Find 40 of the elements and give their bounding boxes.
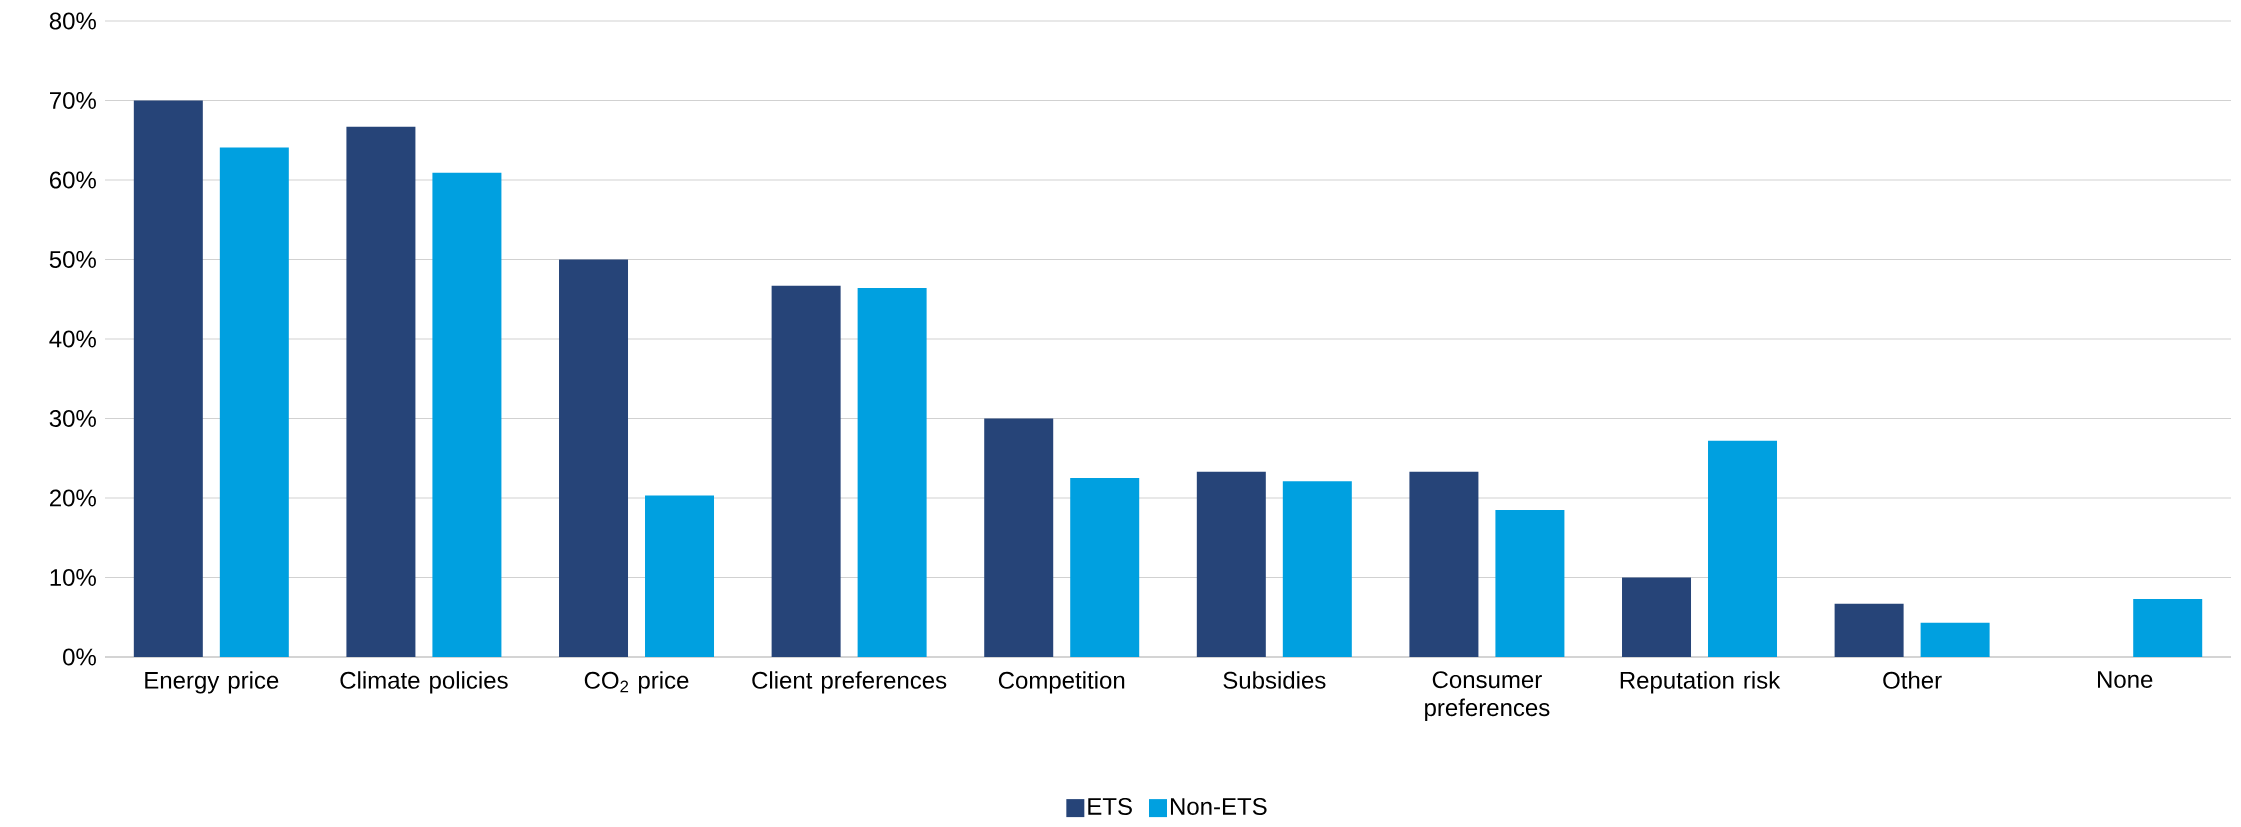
bar [2133, 598, 2203, 657]
y-tick-label: 40% [49, 330, 96, 348]
x-tick-label: Competition [998, 671, 1125, 694]
bar [346, 126, 416, 657]
bar [1070, 478, 1140, 657]
y-tick-label: 30% [49, 410, 96, 427]
x-tick-label: Client preferences [752, 671, 947, 694]
bar [1622, 577, 1692, 657]
bar [771, 285, 841, 657]
y-tick-label: 10% [50, 569, 96, 586]
bar [1708, 440, 1778, 657]
legend-label: ETS [1088, 797, 1132, 815]
bar [432, 172, 502, 657]
legend-label: Non-ETS [1170, 797, 1267, 815]
x-tick-label: CO$_{2}$ price [584, 671, 689, 694]
x-tick-label: Other [1883, 671, 1942, 689]
bar [133, 100, 203, 657]
y-tick-label: 80% [49, 12, 96, 30]
bar [857, 288, 927, 657]
y-tick-label: 0% [63, 648, 96, 666]
y-tick-label: 50% [49, 251, 96, 268]
bar [219, 147, 289, 657]
y-tick-label: 20% [49, 489, 96, 507]
bar [984, 418, 1054, 657]
bar [1495, 509, 1565, 657]
bar [1834, 603, 1904, 657]
x-tick-label: Subsidies [1223, 671, 1326, 689]
x-tick-label: Energy price [145, 671, 279, 694]
x-tick-label: Reputation risk [1620, 671, 1781, 694]
x-tick-label: None [2098, 671, 2153, 688]
y-tick-label: 70% [50, 92, 96, 109]
bar [1409, 471, 1479, 657]
bar [1196, 471, 1266, 657]
bar [645, 495, 715, 657]
x-tick-label: Consumer preferences [1425, 671, 1550, 721]
x-tick-label: Climate policies [340, 671, 508, 694]
bar [1282, 481, 1352, 657]
y-tick-label: 60% [50, 171, 96, 189]
bar [1920, 622, 1990, 657]
bar [559, 259, 629, 657]
